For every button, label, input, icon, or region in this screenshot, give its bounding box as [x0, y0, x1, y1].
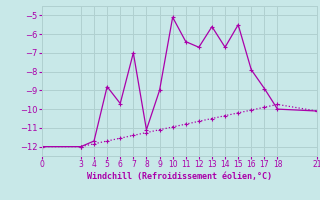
X-axis label: Windchill (Refroidissement éolien,°C): Windchill (Refroidissement éolien,°C) — [87, 172, 272, 181]
